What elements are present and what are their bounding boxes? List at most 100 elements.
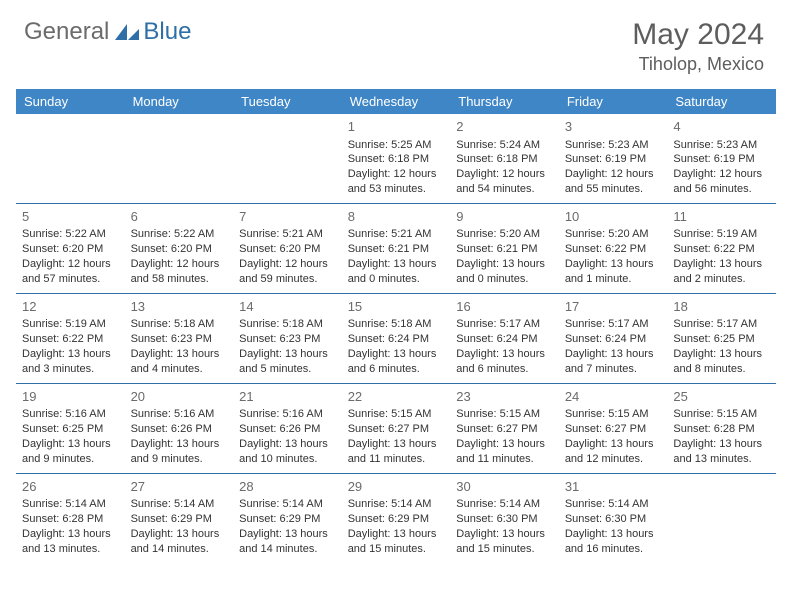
sunset-text: Sunset: 6:26 PM xyxy=(239,422,336,437)
day-number: 4 xyxy=(673,118,770,136)
sunset-text: Sunset: 6:19 PM xyxy=(565,152,662,167)
daylight1-text: Daylight: 12 hours xyxy=(239,257,336,272)
sunset-text: Sunset: 6:25 PM xyxy=(673,332,770,347)
daylight2-text: and 58 minutes. xyxy=(131,272,228,287)
daylight1-text: Daylight: 13 hours xyxy=(456,437,553,452)
day-number: 2 xyxy=(456,118,553,136)
calendar-cell: 12Sunrise: 5:19 AMSunset: 6:22 PMDayligh… xyxy=(16,293,125,383)
month-title: May 2024 xyxy=(632,18,764,52)
header: General Blue May 2024 Tiholop, Mexico xyxy=(0,0,792,83)
calendar-cell: 15Sunrise: 5:18 AMSunset: 6:24 PMDayligh… xyxy=(342,293,451,383)
day-number: 6 xyxy=(131,208,228,226)
calendar-cell: 30Sunrise: 5:14 AMSunset: 6:30 PMDayligh… xyxy=(450,473,559,562)
sunset-text: Sunset: 6:25 PM xyxy=(22,422,119,437)
calendar-cell: 21Sunrise: 5:16 AMSunset: 6:26 PMDayligh… xyxy=(233,383,342,473)
daylight2-text: and 56 minutes. xyxy=(673,182,770,197)
calendar-cell: 5Sunrise: 5:22 AMSunset: 6:20 PMDaylight… xyxy=(16,203,125,293)
logo-text-general: General xyxy=(24,18,109,46)
calendar-row: 1Sunrise: 5:25 AMSunset: 6:18 PMDaylight… xyxy=(16,114,776,203)
day-number: 24 xyxy=(565,388,662,406)
sunset-text: Sunset: 6:24 PM xyxy=(565,332,662,347)
sunset-text: Sunset: 6:21 PM xyxy=(456,242,553,257)
sunset-text: Sunset: 6:18 PM xyxy=(348,152,445,167)
calendar-cell: 13Sunrise: 5:18 AMSunset: 6:23 PMDayligh… xyxy=(125,293,234,383)
calendar-cell: 20Sunrise: 5:16 AMSunset: 6:26 PMDayligh… xyxy=(125,383,234,473)
daylight1-text: Daylight: 13 hours xyxy=(239,347,336,362)
daylight2-text: and 6 minutes. xyxy=(456,362,553,377)
calendar-body: 1Sunrise: 5:25 AMSunset: 6:18 PMDaylight… xyxy=(16,114,776,563)
calendar-table: Sunday Monday Tuesday Wednesday Thursday… xyxy=(16,89,776,563)
daylight2-text: and 11 minutes. xyxy=(456,452,553,467)
sunrise-text: Sunrise: 5:20 AM xyxy=(565,227,662,242)
day-number: 26 xyxy=(22,478,119,496)
daylight2-text: and 13 minutes. xyxy=(673,452,770,467)
day-number: 17 xyxy=(565,298,662,316)
daylight1-text: Daylight: 13 hours xyxy=(673,437,770,452)
sunrise-text: Sunrise: 5:14 AM xyxy=(131,497,228,512)
sunrise-text: Sunrise: 5:16 AM xyxy=(22,407,119,422)
calendar-cell: 1Sunrise: 5:25 AMSunset: 6:18 PMDaylight… xyxy=(342,114,451,203)
sunset-text: Sunset: 6:20 PM xyxy=(22,242,119,257)
day-number: 28 xyxy=(239,478,336,496)
day-number: 11 xyxy=(673,208,770,226)
calendar-cell: 14Sunrise: 5:18 AMSunset: 6:23 PMDayligh… xyxy=(233,293,342,383)
calendar-cell: 27Sunrise: 5:14 AMSunset: 6:29 PMDayligh… xyxy=(125,473,234,562)
sunrise-text: Sunrise: 5:18 AM xyxy=(239,317,336,332)
daylight2-text: and 55 minutes. xyxy=(565,182,662,197)
daylight1-text: Daylight: 13 hours xyxy=(131,347,228,362)
day-number: 19 xyxy=(22,388,119,406)
sunset-text: Sunset: 6:29 PM xyxy=(348,512,445,527)
weekday-header: Tuesday xyxy=(233,89,342,114)
weekday-header: Sunday xyxy=(16,89,125,114)
sunset-text: Sunset: 6:29 PM xyxy=(239,512,336,527)
calendar-cell: 9Sunrise: 5:20 AMSunset: 6:21 PMDaylight… xyxy=(450,203,559,293)
day-number: 30 xyxy=(456,478,553,496)
sunrise-text: Sunrise: 5:15 AM xyxy=(456,407,553,422)
sunset-text: Sunset: 6:29 PM xyxy=(131,512,228,527)
calendar-row: 12Sunrise: 5:19 AMSunset: 6:22 PMDayligh… xyxy=(16,293,776,383)
daylight2-text: and 16 minutes. xyxy=(565,542,662,557)
sunrise-text: Sunrise: 5:23 AM xyxy=(565,138,662,153)
daylight1-text: Daylight: 13 hours xyxy=(22,437,119,452)
sunrise-text: Sunrise: 5:24 AM xyxy=(456,138,553,153)
daylight1-text: Daylight: 12 hours xyxy=(348,167,445,182)
weekday-header: Thursday xyxy=(450,89,559,114)
daylight1-text: Daylight: 13 hours xyxy=(673,347,770,362)
daylight2-text: and 1 minute. xyxy=(565,272,662,287)
daylight1-text: Daylight: 13 hours xyxy=(348,437,445,452)
day-number: 25 xyxy=(673,388,770,406)
daylight2-text: and 14 minutes. xyxy=(239,542,336,557)
weekday-header: Saturday xyxy=(667,89,776,114)
day-number: 8 xyxy=(348,208,445,226)
day-number: 10 xyxy=(565,208,662,226)
daylight1-text: Daylight: 13 hours xyxy=(348,257,445,272)
sunset-text: Sunset: 6:22 PM xyxy=(673,242,770,257)
sunrise-text: Sunrise: 5:15 AM xyxy=(565,407,662,422)
daylight1-text: Daylight: 13 hours xyxy=(565,257,662,272)
daylight2-text: and 59 minutes. xyxy=(239,272,336,287)
sunset-text: Sunset: 6:27 PM xyxy=(348,422,445,437)
sunset-text: Sunset: 6:24 PM xyxy=(456,332,553,347)
daylight2-text: and 7 minutes. xyxy=(565,362,662,377)
calendar-cell xyxy=(233,114,342,203)
day-number: 20 xyxy=(131,388,228,406)
daylight2-text: and 15 minutes. xyxy=(456,542,553,557)
sunrise-text: Sunrise: 5:14 AM xyxy=(348,497,445,512)
daylight1-text: Daylight: 13 hours xyxy=(456,527,553,542)
day-number: 21 xyxy=(239,388,336,406)
location-label: Tiholop, Mexico xyxy=(632,54,764,75)
daylight2-text: and 2 minutes. xyxy=(673,272,770,287)
sunrise-text: Sunrise: 5:19 AM xyxy=(22,317,119,332)
sunset-text: Sunset: 6:23 PM xyxy=(239,332,336,347)
daylight2-text: and 54 minutes. xyxy=(456,182,553,197)
weekday-header: Monday xyxy=(125,89,234,114)
calendar-cell: 25Sunrise: 5:15 AMSunset: 6:28 PMDayligh… xyxy=(667,383,776,473)
calendar-cell: 17Sunrise: 5:17 AMSunset: 6:24 PMDayligh… xyxy=(559,293,668,383)
calendar-cell: 22Sunrise: 5:15 AMSunset: 6:27 PMDayligh… xyxy=(342,383,451,473)
sunset-text: Sunset: 6:30 PM xyxy=(456,512,553,527)
day-number: 14 xyxy=(239,298,336,316)
calendar-cell xyxy=(16,114,125,203)
calendar-row: 19Sunrise: 5:16 AMSunset: 6:25 PMDayligh… xyxy=(16,383,776,473)
day-number: 13 xyxy=(131,298,228,316)
daylight2-text: and 12 minutes. xyxy=(565,452,662,467)
